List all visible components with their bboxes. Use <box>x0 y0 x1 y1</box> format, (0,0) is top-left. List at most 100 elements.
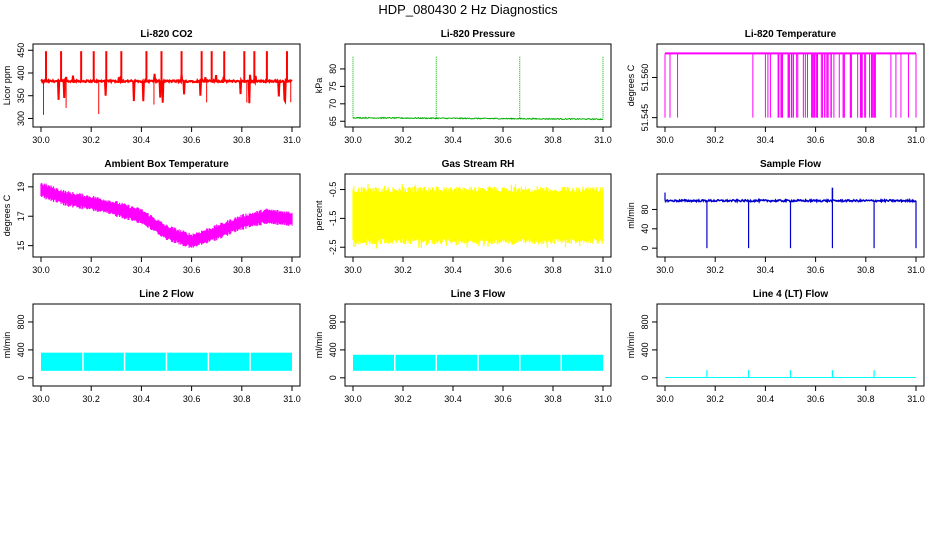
y-tick-label: 0 <box>640 375 650 380</box>
y-tick-label: 80 <box>640 204 650 214</box>
panel-title: Li-820 CO2 <box>140 29 193 40</box>
y-tick-label: 0 <box>16 375 26 380</box>
x-tick-label: 30.4 <box>757 265 775 275</box>
panel-title: Line 4 (LT) Flow <box>753 289 829 300</box>
y-tick-label: 0 <box>328 375 338 380</box>
y-tick-label: -1.5 <box>328 211 338 227</box>
panel-line-3-flow: Line 3 Flow ml/min 30.0 30.2 30.4 30.6 30.8 31.… <box>314 289 612 404</box>
y-tick-label: 51.545 <box>640 104 650 132</box>
panel-title: Sample Flow <box>760 159 821 170</box>
x-tick-label: 30.2 <box>394 394 412 404</box>
y-tick-label: 800 <box>640 314 650 329</box>
y-axis: 0 400 800 <box>328 314 345 380</box>
panel-title: Li-820 Pressure <box>441 29 516 40</box>
panel-li-820-co2: Li-820 CO2 Licor ppm 30.0 30.2 30.4 30.6 30.8 3… <box>2 29 301 145</box>
x-tick-label: 30.6 <box>183 394 201 404</box>
plot-frame <box>656 43 925 128</box>
x-tick-label: 30.0 <box>344 265 362 275</box>
x-axis: 30.0 30.2 30.4 30.6 30.8 31.0 <box>32 257 301 275</box>
data-band <box>40 183 293 248</box>
x-tick-label: 31.0 <box>283 135 301 145</box>
x-tick-label: 30.6 <box>807 394 825 404</box>
y-axis-label: degrees C <box>626 64 636 106</box>
y-axis: 0 400 800 <box>640 314 657 380</box>
x-axis: 30.0 30.2 30.4 30.6 30.8 31.0 <box>32 386 301 404</box>
y-axis-label: degrees C <box>2 194 12 236</box>
x-tick-label: 31.0 <box>283 265 301 275</box>
x-tick-label: 30.8 <box>857 135 875 145</box>
y-tick-label: 300 <box>16 111 26 126</box>
y-axis-label: ml/min <box>626 332 636 359</box>
y-tick-label: 800 <box>16 314 26 329</box>
plot-frame <box>32 43 301 128</box>
y-tick-label: 15 <box>16 241 26 251</box>
y-tick-label: 400 <box>16 65 26 80</box>
x-tick-label: 30.2 <box>82 394 100 404</box>
series-3 <box>40 183 293 248</box>
data-line <box>40 73 293 105</box>
x-tick-label: 31.0 <box>907 135 925 145</box>
y-tick-label: 40 <box>640 224 650 234</box>
x-tick-label: 30.0 <box>32 265 50 275</box>
y-tick-label: 350 <box>16 88 26 103</box>
y-tick-label: 450 <box>16 43 26 58</box>
panel-sample-flow: Sample Flow ml/min 30.0 30.2 30.4 30.6 30.8 31.… <box>626 159 925 275</box>
x-tick-label: 30.8 <box>544 265 562 275</box>
x-tick-label: 30.0 <box>656 394 674 404</box>
y-tick-label: 70 <box>328 99 338 109</box>
data-line <box>352 116 604 121</box>
x-tick-label: 30.2 <box>82 135 100 145</box>
x-tick-label: 30.0 <box>656 265 674 275</box>
y-tick-label: 17 <box>16 211 26 221</box>
x-tick-label: 30.6 <box>494 135 512 145</box>
x-tick-label: 30.6 <box>183 135 201 145</box>
x-tick-label: 30.2 <box>82 265 100 275</box>
data-band <box>352 183 604 249</box>
y-axis-label: percent <box>314 200 324 231</box>
x-axis: 30.0 30.2 30.4 30.6 30.8 31.0 <box>344 386 612 404</box>
x-tick-label: 30.6 <box>494 265 512 275</box>
x-tick-label: 30.2 <box>706 394 724 404</box>
x-tick-label: 30.0 <box>344 135 362 145</box>
x-axis: 30.0 30.2 30.4 30.6 30.8 31.0 <box>656 386 925 404</box>
x-axis: 30.0 30.2 30.4 30.6 30.8 31.0 <box>344 257 612 275</box>
y-axis: -2.5 -1.5 -0.5 <box>328 182 345 255</box>
y-axis: 0 400 800 <box>16 314 33 380</box>
series-5 <box>664 187 917 249</box>
plot-frame <box>32 303 301 387</box>
y-tick-label: -0.5 <box>328 182 338 198</box>
x-tick-label: 30.2 <box>394 135 412 145</box>
y-tick-label: 400 <box>328 342 338 357</box>
y-axis-label: ml/min <box>314 332 324 359</box>
plot-frame <box>344 43 612 128</box>
x-tick-label: 30.4 <box>757 394 775 404</box>
plot-frame <box>656 173 925 258</box>
y-axis-label: ml/min <box>626 202 636 229</box>
x-tick-label: 30.4 <box>444 135 462 145</box>
x-tick-label: 31.0 <box>283 394 301 404</box>
x-tick-label: 30.4 <box>133 265 151 275</box>
y-axis-label: Licor ppm <box>2 66 12 106</box>
series-7 <box>353 354 603 371</box>
y-axis-label: ml/min <box>2 332 12 359</box>
x-tick-label: 31.0 <box>594 394 612 404</box>
x-tick-label: 30.8 <box>233 394 251 404</box>
y-tick-label: -2.5 <box>328 239 338 255</box>
y-tick-label: 0 <box>640 246 650 251</box>
y-tick-label: 51.560 <box>640 64 650 92</box>
x-tick-label: 30.2 <box>706 135 724 145</box>
plot-frame <box>344 173 612 258</box>
x-tick-label: 30.6 <box>807 135 825 145</box>
y-tick-label: 400 <box>16 342 26 357</box>
panel-title: Line 3 Flow <box>451 289 506 300</box>
x-tick-label: 30.0 <box>656 135 674 145</box>
x-axis: 30.0 30.2 30.4 30.6 30.8 31.0 <box>344 127 612 145</box>
x-axis: 30.0 30.2 30.4 30.6 30.8 31.0 <box>32 127 301 145</box>
y-axis: 0 40 80 <box>640 204 657 251</box>
x-tick-label: 31.0 <box>594 265 612 275</box>
x-tick-label: 30.4 <box>444 394 462 404</box>
y-axis: 65 70 75 80 <box>328 64 345 126</box>
x-tick-label: 30.8 <box>857 265 875 275</box>
y-tick-label: 19 <box>16 182 26 192</box>
x-tick-label: 30.0 <box>344 394 362 404</box>
